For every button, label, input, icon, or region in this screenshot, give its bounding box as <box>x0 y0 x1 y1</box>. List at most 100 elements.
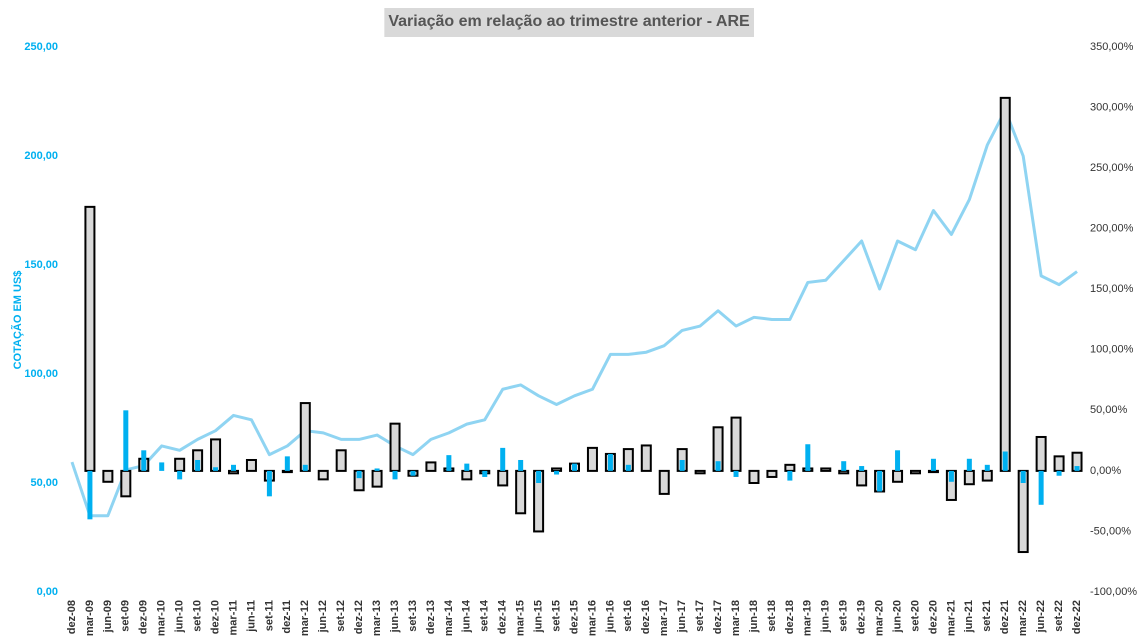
x-tick-label: dez-20 <box>927 600 939 634</box>
x-tick-label: dez-13 <box>425 600 437 634</box>
bar <box>856 469 868 487</box>
x-tick-label: mar-11 <box>227 600 239 635</box>
x-tick-label: mar-12 <box>299 600 311 636</box>
bar <box>1053 455 1065 472</box>
bar <box>984 464 990 471</box>
bar <box>766 469 778 478</box>
bar <box>805 444 811 471</box>
x-tick-label: dez-11 <box>281 600 293 634</box>
bar <box>356 470 362 479</box>
bar <box>586 446 598 472</box>
bar <box>84 205 96 472</box>
bar <box>927 469 939 474</box>
x-tick-label: set-22 <box>1053 600 1065 632</box>
x-tick-label: set-12 <box>335 600 347 632</box>
x-tick-label: mar-20 <box>874 600 886 636</box>
bar <box>1038 470 1044 505</box>
x-tick-label: dez-09 <box>138 600 150 634</box>
y2-tick-label: 350,00% <box>1090 41 1134 53</box>
x-tick-label: mar-15 <box>515 600 527 636</box>
x-tick-label: dez-21 <box>999 600 1011 634</box>
x-tick-label: dez-19 <box>856 600 868 634</box>
bar <box>281 469 293 474</box>
bar <box>284 456 290 471</box>
x-tick-label: dez-08 <box>66 600 78 634</box>
x-tick-label: set-14 <box>479 599 491 632</box>
bar <box>963 469 975 486</box>
x-tick-label: mar-16 <box>586 600 598 636</box>
bar <box>159 462 165 471</box>
y2-tick-label: 300,00% <box>1090 101 1134 113</box>
bar <box>679 459 685 471</box>
y2-tick-label: -100,00% <box>1090 586 1137 598</box>
x-tick-label: mar-21 <box>945 600 957 636</box>
bar <box>141 450 147 471</box>
bar <box>177 470 183 480</box>
bar <box>425 461 437 472</box>
y2-tick-label: -50,00% <box>1090 525 1131 537</box>
y-tick-label: 50,00 <box>30 477 58 489</box>
bar <box>748 469 760 484</box>
bar <box>981 469 993 482</box>
x-tick-label: set-15 <box>550 600 562 632</box>
title-background <box>384 8 754 37</box>
bar <box>497 469 509 487</box>
bar <box>87 470 93 520</box>
bar <box>895 450 901 471</box>
x-tick-label: dez-15 <box>568 600 580 634</box>
bar <box>784 463 796 472</box>
bar <box>371 469 383 488</box>
bar <box>948 470 954 482</box>
bar <box>841 461 847 471</box>
x-tick-label: set-09 <box>120 600 132 632</box>
y2-tick-label: 200,00% <box>1090 223 1134 235</box>
bar <box>730 416 742 472</box>
bar <box>892 469 904 483</box>
x-tick-label: dez-16 <box>640 600 652 634</box>
bar <box>910 469 921 475</box>
bar <box>640 444 652 472</box>
bar <box>1020 470 1026 483</box>
x-tick-label: set-17 <box>694 600 706 632</box>
y-tick-label: 100,00 <box>24 368 58 380</box>
x-tick-label: jun-14 <box>461 599 473 633</box>
bar <box>658 469 670 495</box>
x-tick-label: set-11 <box>263 600 275 631</box>
x-tick-label: dez-17 <box>712 600 724 634</box>
y-axis-title: COTAÇÃO EM US$ <box>11 271 24 370</box>
bar <box>625 464 631 471</box>
y-tick-label: 150,00 <box>24 259 58 271</box>
bar <box>174 457 186 472</box>
x-tick-label: dez-12 <box>353 600 365 634</box>
bar <box>1056 470 1062 476</box>
x-tick-label: jun-13 <box>389 600 401 633</box>
y-tick-label: 0,00 <box>37 586 58 598</box>
x-tick-label: jun-16 <box>604 600 616 633</box>
bar <box>464 463 470 471</box>
x-tick-label: set-16 <box>622 600 634 632</box>
bar <box>302 464 308 471</box>
bar <box>877 470 883 492</box>
bar <box>210 438 222 472</box>
bar <box>515 469 527 515</box>
bar <box>554 470 560 475</box>
x-tick-label: mar-14 <box>443 599 455 636</box>
y2-tick-label: 250,00% <box>1090 162 1134 174</box>
bar <box>1074 466 1080 471</box>
x-tick-label: dez-22 <box>1071 600 1083 634</box>
y2-tick-label: 50,00% <box>1090 404 1128 416</box>
x-tick-label: dez-10 <box>209 600 221 634</box>
bar <box>715 461 721 471</box>
x-tick-label: mar-18 <box>730 600 742 636</box>
bar <box>500 447 506 471</box>
bar <box>572 463 577 471</box>
bar <box>1002 451 1008 471</box>
x-tick-label: jun-10 <box>174 600 186 633</box>
chart-title: Variação em relação ao trimestre anterio… <box>388 13 750 30</box>
bar <box>1017 469 1029 554</box>
x-tick-label: jun-21 <box>963 600 975 633</box>
bar <box>859 466 865 471</box>
bar <box>245 458 257 472</box>
bar <box>120 469 132 498</box>
bar <box>518 459 524 471</box>
